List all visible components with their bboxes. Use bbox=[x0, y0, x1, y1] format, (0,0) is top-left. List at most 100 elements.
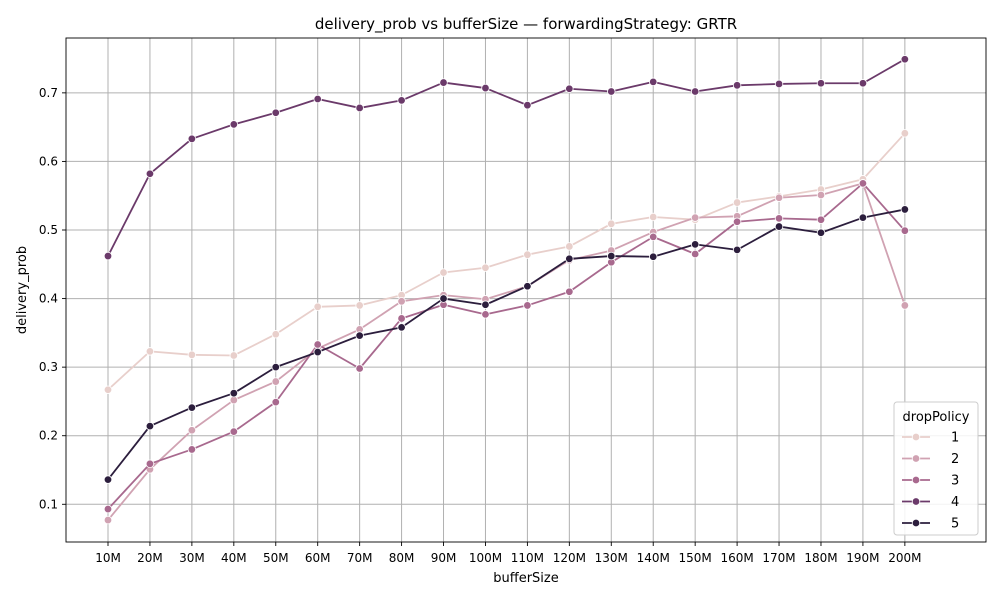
data-point bbox=[145, 459, 155, 469]
series-group bbox=[103, 55, 910, 525]
data-point bbox=[103, 251, 113, 261]
series-3 bbox=[103, 179, 910, 514]
legend-label: 3 bbox=[951, 474, 959, 489]
data-point bbox=[900, 205, 910, 214]
data-point bbox=[313, 302, 322, 311]
data-point bbox=[523, 282, 532, 291]
data-point bbox=[900, 226, 910, 235]
data-point bbox=[607, 219, 616, 229]
data-point bbox=[565, 254, 574, 263]
data-point bbox=[439, 78, 448, 87]
legend-item: 1 bbox=[902, 431, 959, 446]
x-tick-label: 60M bbox=[305, 551, 331, 565]
data-point bbox=[313, 94, 322, 104]
y-axis: 0.1 0.2 0.3 0.4 0.5 0.6 0.7 bbox=[39, 86, 66, 511]
x-tick-label: 190M bbox=[846, 551, 879, 565]
x-tick-label: 200M bbox=[888, 551, 921, 565]
x-tick-label: 140M bbox=[637, 551, 670, 565]
data-point bbox=[229, 427, 239, 436]
data-point bbox=[774, 193, 784, 202]
data-point bbox=[523, 301, 532, 310]
data-point bbox=[858, 213, 868, 222]
data-point bbox=[816, 190, 826, 200]
series-4 bbox=[103, 55, 910, 261]
data-point bbox=[523, 250, 532, 259]
data-point bbox=[774, 79, 784, 89]
data-point bbox=[649, 212, 658, 222]
legend-item: 2 bbox=[902, 452, 959, 467]
legend-marker bbox=[911, 518, 921, 528]
data-point bbox=[900, 301, 910, 310]
data-point bbox=[607, 251, 616, 261]
y-tick-label: 0.6 bbox=[39, 154, 58, 168]
data-point bbox=[187, 350, 197, 359]
y-tick-label: 0.7 bbox=[39, 86, 58, 100]
data-point bbox=[732, 217, 742, 226]
data-point bbox=[816, 79, 826, 88]
legend-marker bbox=[911, 454, 921, 463]
data-point bbox=[229, 389, 239, 398]
data-point bbox=[481, 83, 490, 93]
chart-title: delivery_prob vs bufferSize — forwarding… bbox=[315, 15, 737, 34]
data-point bbox=[271, 377, 280, 386]
series-line bbox=[107, 208, 906, 481]
series-line bbox=[107, 132, 906, 391]
data-point bbox=[774, 214, 784, 223]
data-point bbox=[271, 362, 280, 372]
data-point bbox=[271, 330, 280, 339]
series-line bbox=[107, 182, 906, 521]
legend-marker bbox=[911, 475, 921, 485]
y-axis-label: delivery_prob bbox=[15, 246, 30, 334]
legend-marker bbox=[911, 497, 921, 506]
x-tick-label: 130M bbox=[595, 551, 628, 565]
legend-label: 1 bbox=[951, 431, 959, 446]
data-point bbox=[649, 77, 658, 87]
data-point bbox=[690, 213, 700, 222]
data-point bbox=[103, 504, 113, 514]
data-point bbox=[565, 242, 574, 251]
x-tick-label: 80M bbox=[389, 551, 415, 565]
grid bbox=[66, 38, 986, 542]
data-point bbox=[313, 347, 322, 357]
series-5 bbox=[103, 205, 910, 484]
data-point bbox=[229, 351, 239, 360]
data-point bbox=[900, 55, 910, 64]
data-point bbox=[858, 79, 868, 88]
data-point bbox=[649, 232, 658, 242]
data-point bbox=[187, 403, 197, 412]
series-2 bbox=[103, 179, 910, 525]
data-point bbox=[481, 300, 490, 309]
data-point bbox=[397, 96, 406, 105]
data-point bbox=[397, 297, 406, 306]
x-tick-label: 120M bbox=[553, 551, 586, 565]
data-point bbox=[732, 198, 742, 207]
x-tick-label: 20M bbox=[137, 551, 163, 565]
data-point bbox=[355, 103, 364, 113]
x-tick-label: 70M bbox=[347, 551, 373, 565]
data-point bbox=[816, 228, 826, 237]
data-point bbox=[187, 426, 197, 435]
y-tick-label: 0.2 bbox=[39, 429, 58, 443]
data-point bbox=[439, 268, 448, 277]
data-point bbox=[481, 263, 490, 272]
data-point bbox=[858, 179, 868, 188]
x-tick-label: 30M bbox=[179, 551, 205, 565]
data-point bbox=[103, 385, 113, 394]
x-tick-label: 90M bbox=[431, 551, 457, 565]
data-point bbox=[732, 81, 742, 90]
series-line bbox=[107, 182, 906, 510]
data-point bbox=[145, 169, 155, 178]
x-axis-label: bufferSize bbox=[493, 571, 558, 586]
plot-area bbox=[65, 37, 987, 543]
x-tick-label: 10M bbox=[95, 551, 121, 565]
data-point bbox=[355, 364, 364, 373]
series-line bbox=[107, 58, 906, 257]
data-point bbox=[690, 249, 700, 259]
data-point bbox=[187, 445, 197, 454]
legend-marker bbox=[911, 432, 921, 442]
data-point bbox=[187, 134, 197, 143]
data-point bbox=[649, 252, 658, 261]
data-point bbox=[565, 84, 574, 93]
data-point bbox=[774, 222, 784, 231]
x-tick-label: 50M bbox=[263, 551, 289, 565]
